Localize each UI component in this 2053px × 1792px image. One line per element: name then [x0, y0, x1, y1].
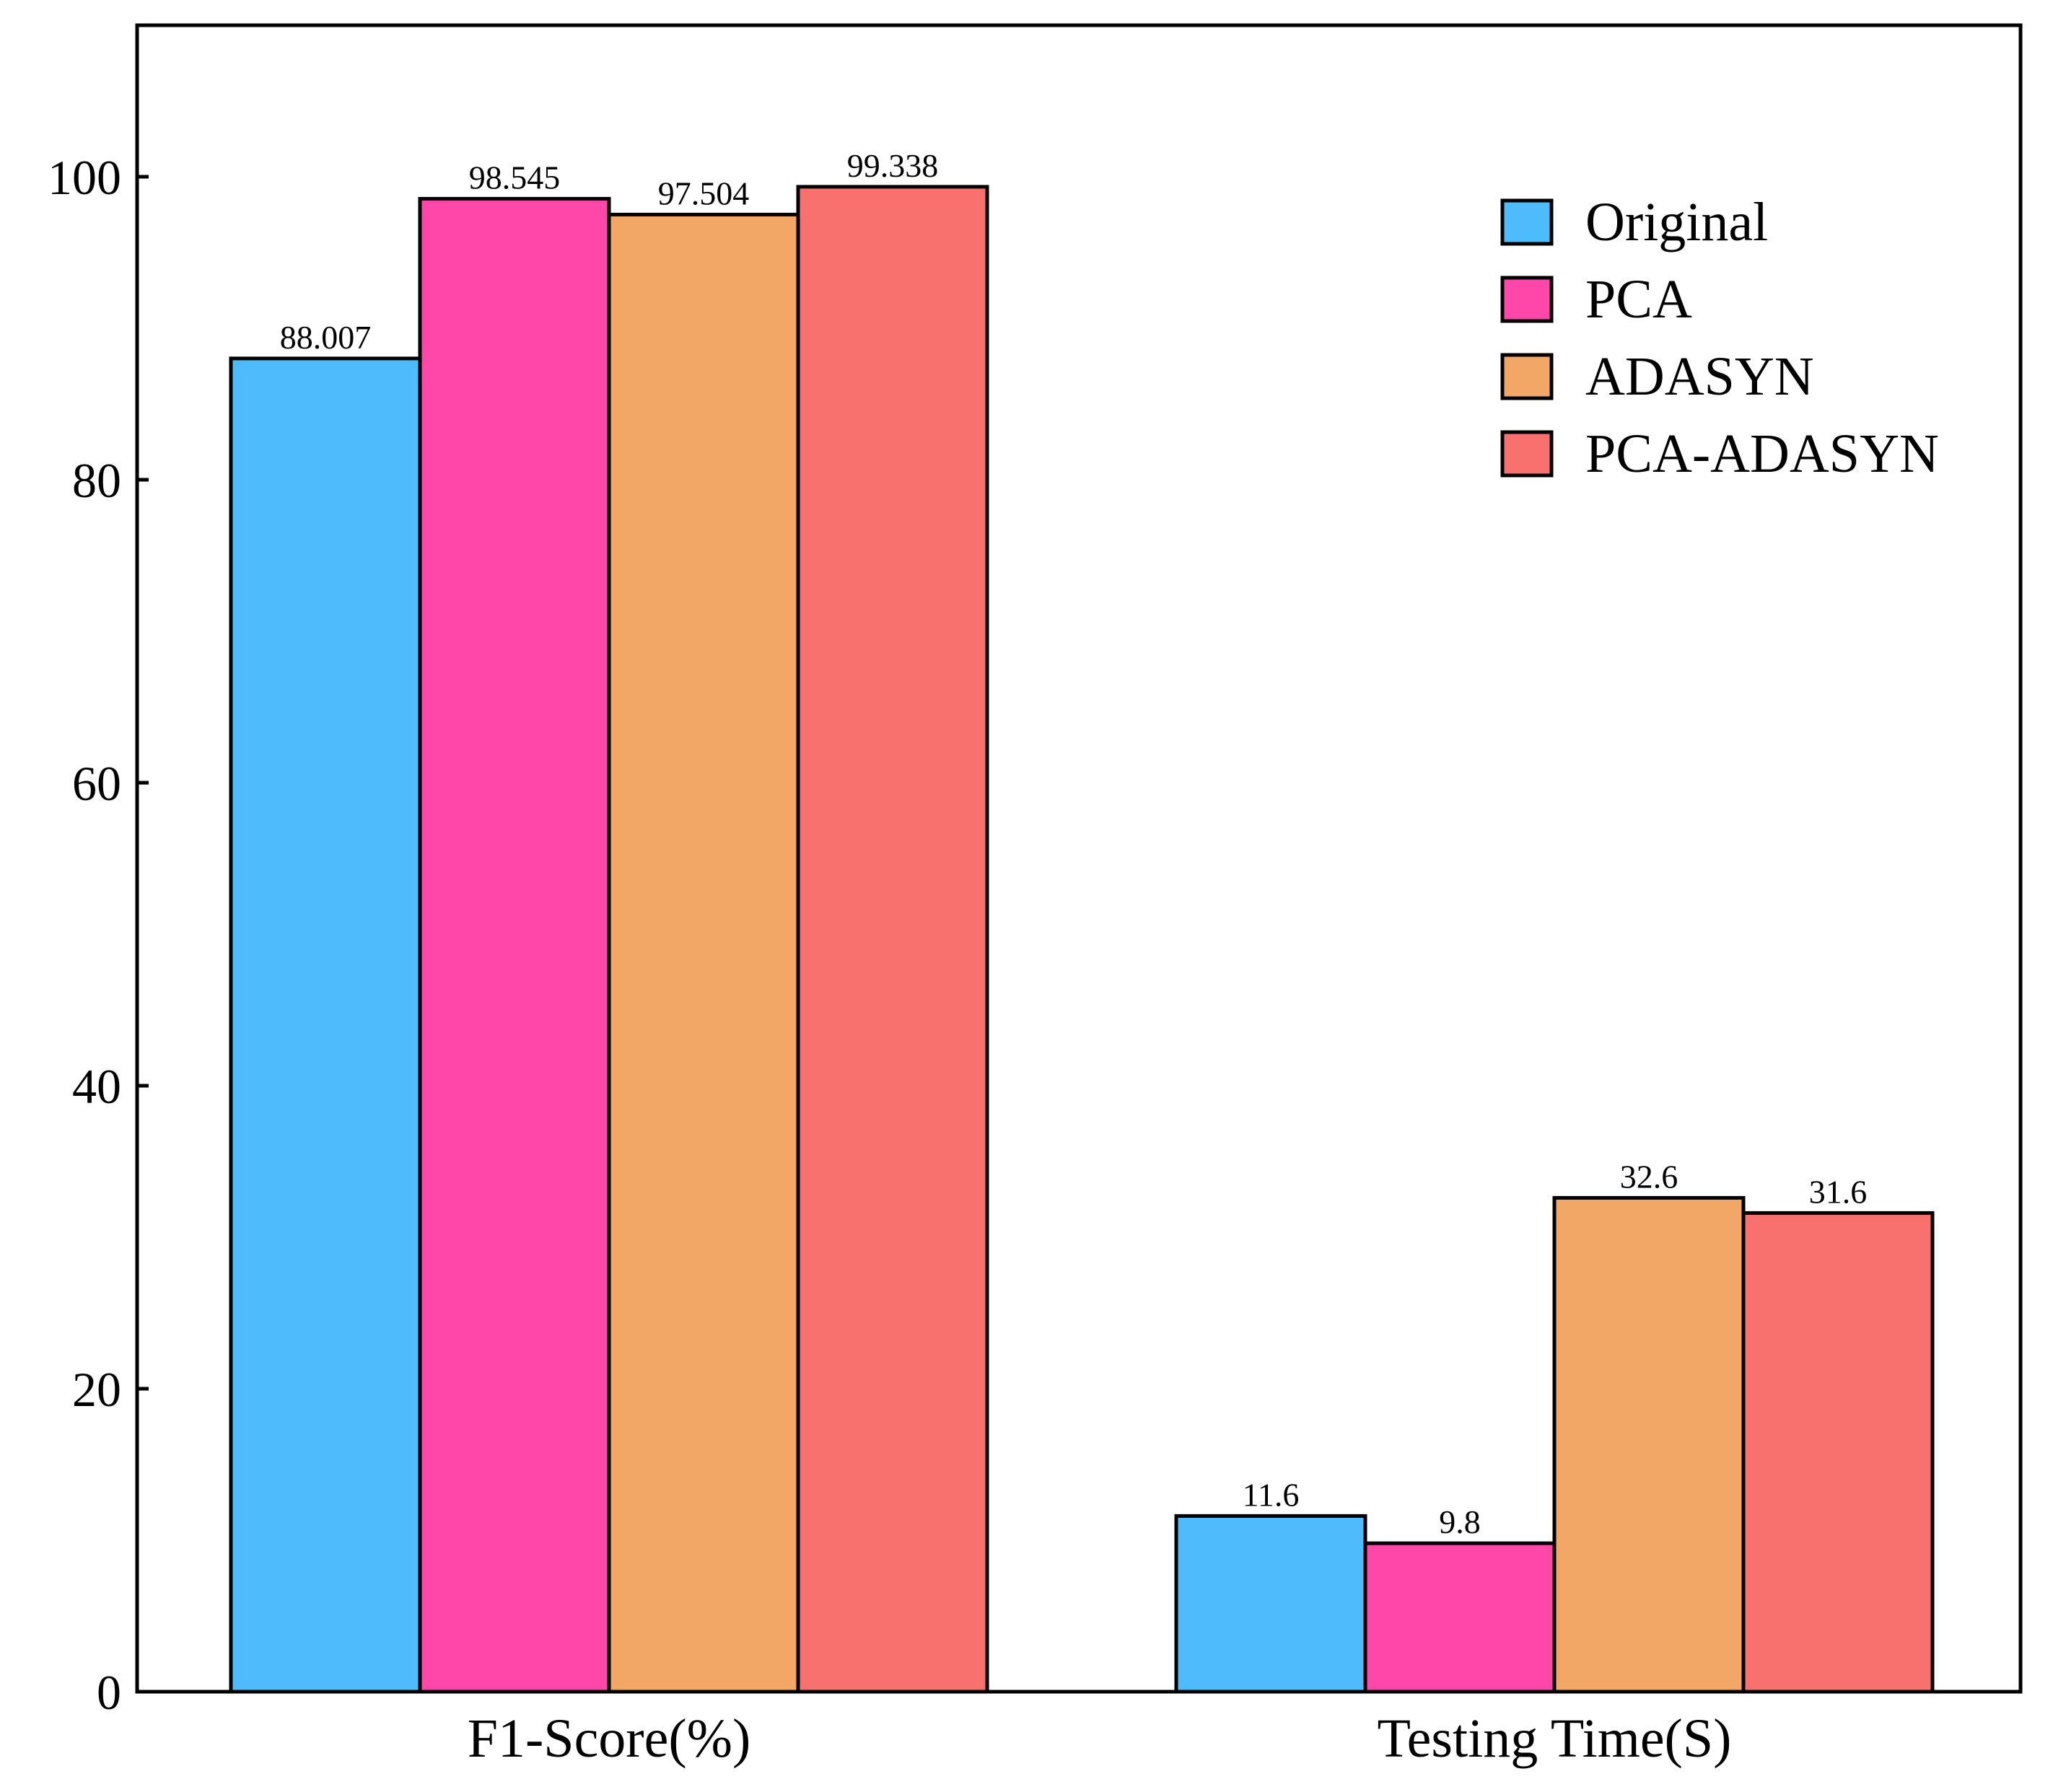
x-category-label: Testing Time(S) — [1378, 1708, 1732, 1769]
data-label: 11.6 — [1243, 1476, 1300, 1513]
data-label: 32.6 — [1620, 1158, 1678, 1195]
legend-item-pca-adasyn: PCA-ADASYN — [1500, 423, 1939, 484]
bar-pca-f1-score — [418, 197, 611, 1694]
legend-swatch — [1500, 353, 1554, 400]
data-label: 31.6 — [1809, 1173, 1868, 1210]
data-label: 88.007 — [280, 319, 372, 356]
legend-label: PCA — [1585, 269, 1692, 330]
bar-pca-adasyn-testing-time — [1741, 1211, 1935, 1694]
y-tick-label: 60 — [72, 756, 121, 811]
legend-label: Original — [1585, 192, 1768, 252]
data-label: 98.545 — [469, 159, 561, 196]
legend-swatch — [1500, 430, 1554, 478]
data-labels-layer: 88.007 11.6 98.545 9.8 97.504 32.6 99.338 31.6 — [280, 147, 1868, 1540]
legend-label: ADASYN — [1585, 346, 1814, 407]
y-tick-label: 80 — [72, 453, 121, 508]
data-label: 9.8 — [1439, 1503, 1481, 1540]
axes-layer: 0 20 40 60 80 100 F1-Score(%) Testing Time(S) — [48, 23, 2023, 1769]
legend-item-original: Original — [1500, 192, 1768, 252]
bar-adasyn-f1-score — [607, 212, 800, 1694]
bar-original-f1-score — [229, 356, 422, 1694]
x-category-label: F1-Score(%) — [468, 1708, 751, 1769]
legend-swatch — [1500, 276, 1554, 323]
legend-item-pca: PCA — [1500, 269, 1692, 330]
legend: Original PCA ADASYN PCA-ADASYN — [1500, 192, 1939, 484]
legend-label: PCA-ADASYN — [1585, 423, 1939, 484]
legend-item-adasyn: ADASYN — [1500, 346, 1814, 407]
y-tick-label: 0 — [97, 1665, 121, 1720]
y-tick-label: 100 — [48, 150, 121, 205]
plot-frame — [135, 23, 2023, 1694]
y-tick-label: 40 — [72, 1059, 121, 1114]
bar-pca-adasyn-f1-score — [796, 185, 989, 1694]
bar-original-testing-time — [1174, 1514, 1367, 1694]
legend-swatch — [1500, 198, 1554, 246]
bars-layer — [229, 185, 1935, 1694]
data-label: 97.504 — [658, 175, 750, 211]
bar-adasyn-testing-time — [1552, 1195, 1746, 1694]
data-label: 99.338 — [847, 147, 939, 184]
y-tick-label: 20 — [72, 1362, 121, 1417]
bar-pca-testing-time — [1363, 1541, 1557, 1694]
